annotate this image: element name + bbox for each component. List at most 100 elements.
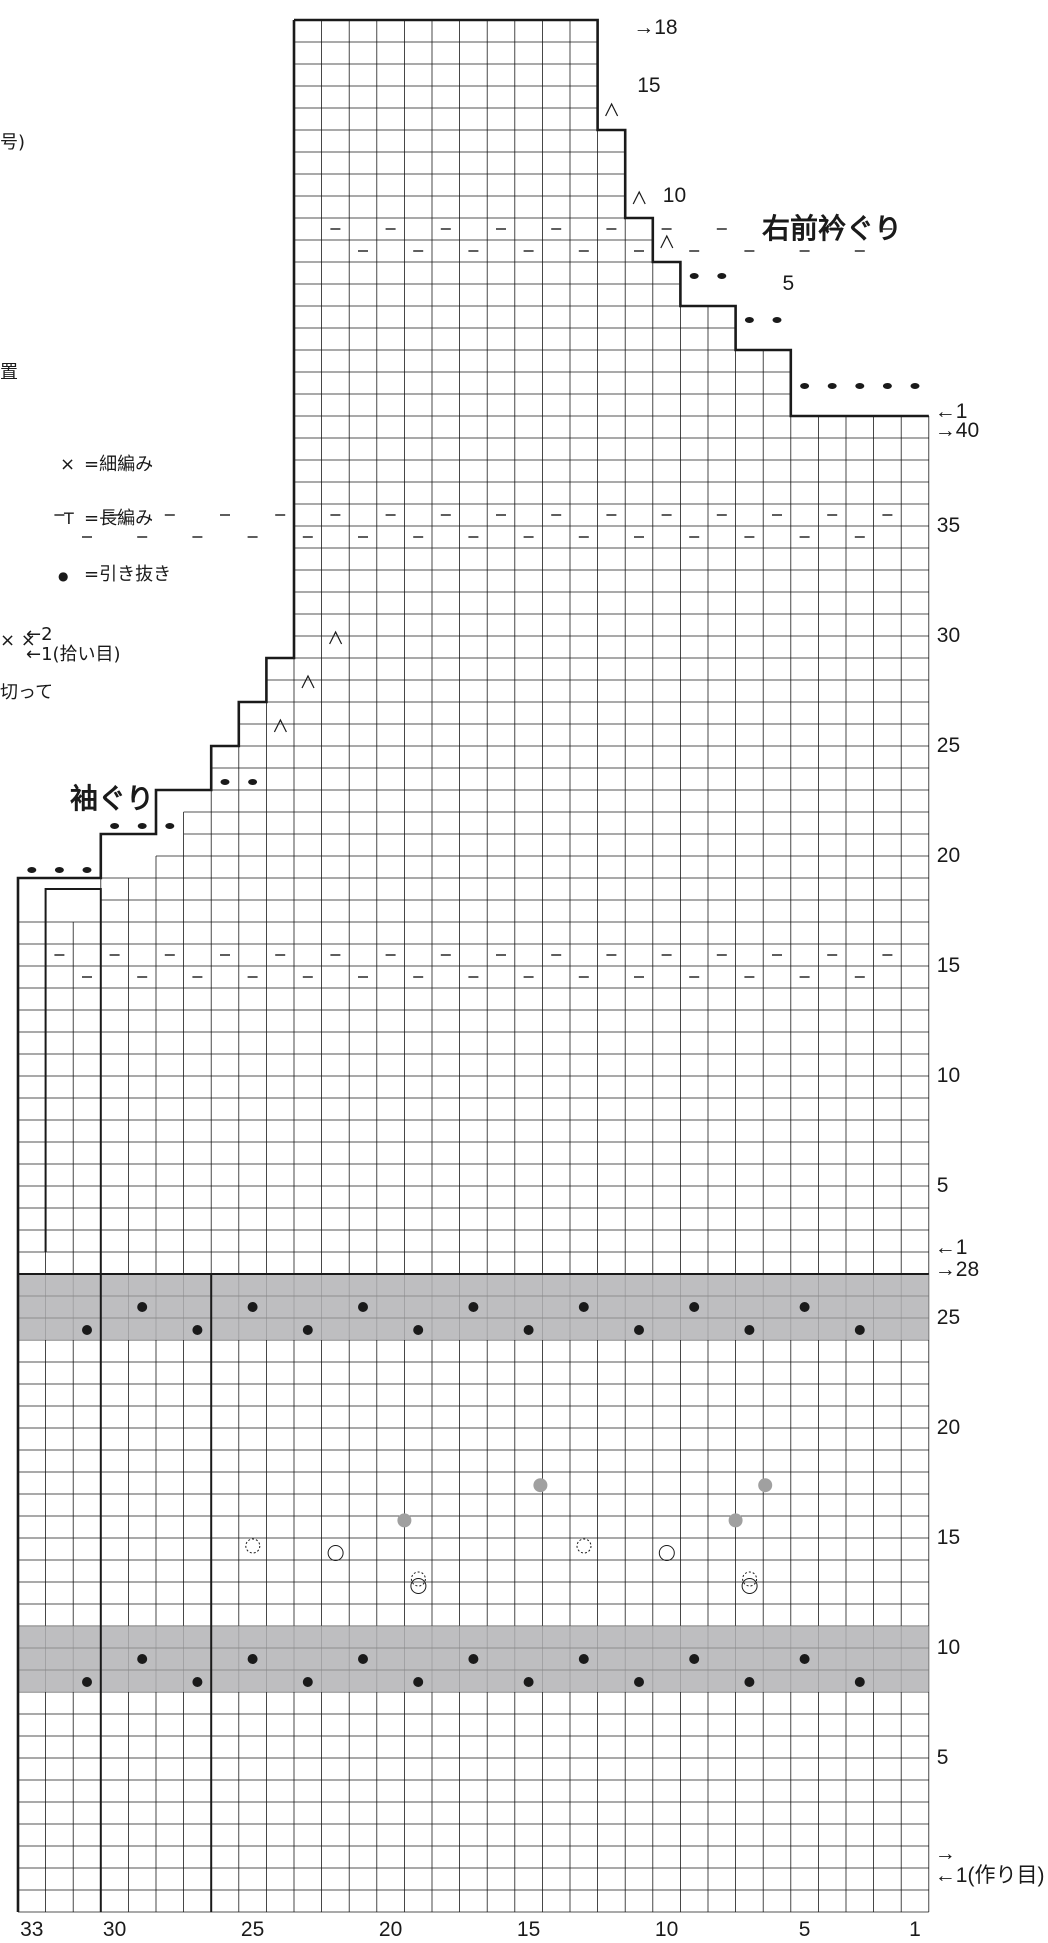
lower-row-tick: 5 [937, 1746, 949, 1769]
slst-dot [800, 383, 810, 389]
upper-row-tick: 35 [937, 514, 960, 537]
decrease-mark [273, 718, 287, 733]
dashed-circle [410, 1571, 426, 1587]
column-label: 1 [909, 1918, 921, 1941]
stitch-symbols [27, 102, 920, 1687]
slst-dot [717, 273, 727, 279]
neck-row-start-label: ←1 [935, 400, 968, 423]
row-number-labels: →1815105←1→403530252015105←1→28252015105… [633, 16, 1044, 1887]
slst-dot [827, 383, 837, 389]
decrease-mark [605, 102, 619, 117]
slst-dot [744, 317, 754, 323]
decrease-mark [660, 234, 674, 249]
open-circle [658, 1545, 675, 1561]
dot-mark [468, 1654, 479, 1664]
upper-row-tick: 25 [937, 734, 960, 757]
dot-mark [192, 1677, 203, 1687]
column-label: 30 [103, 1918, 126, 1941]
column-label: 10 [655, 1918, 678, 1941]
column-label: 20 [379, 1918, 402, 1941]
lower-row-start-label: ←1(作り目) [935, 1864, 1045, 1887]
dot-mark [689, 1654, 700, 1664]
dot-mark [578, 1302, 589, 1312]
column-number-labels: 33 30 25 20 15 10 5 1 [20, 1918, 921, 1941]
lower-row-end-label: →28 [935, 1258, 979, 1281]
dot-mark [744, 1677, 755, 1687]
neckline-title: 右前衿ぐり [762, 212, 902, 245]
column-label: 15 [517, 1918, 540, 1941]
column-label: 33 [20, 1918, 43, 1941]
neck-row-tick: 15 [637, 74, 660, 97]
gray-dot [758, 1478, 773, 1493]
dot-mark [799, 1302, 810, 1312]
dot-mark [247, 1654, 258, 1664]
dot-mark [358, 1654, 368, 1664]
dot-mark [523, 1325, 534, 1335]
outline-neckline [294, 18, 929, 418]
legend-sc-label: =細編み [84, 454, 153, 475]
lower-row-tick: 15 [937, 1526, 960, 1549]
legend-dc-symbol: T [63, 509, 74, 528]
slst-dot [772, 317, 782, 323]
dot-mark [799, 1654, 810, 1664]
column-label: 5 [799, 1918, 811, 1941]
dot-mark [358, 1302, 368, 1312]
gray-dot [397, 1513, 412, 1528]
slst-dot [248, 779, 258, 785]
slst-dot [110, 823, 120, 829]
gray-dot [533, 1478, 548, 1493]
partial-row1-label: ←1(拾い目) [26, 644, 121, 665]
chart-labels: 右前衿ぐり 袖ぐり × =細編み T =長編み ● =引き抜き 号) 置 ←2 … [0, 132, 902, 815]
slst-dot [689, 273, 699, 279]
open-circle [410, 1578, 427, 1594]
legend-slst-label: =引き抜き [84, 564, 171, 585]
slst-dot [855, 383, 865, 389]
neck-row-end-label: →18 [633, 16, 677, 39]
dot-mark [689, 1302, 700, 1312]
lower-row-tick: 20 [937, 1416, 960, 1439]
dot-mark [634, 1325, 644, 1335]
dot-mark [137, 1302, 148, 1312]
partial-x-marks: × × [0, 630, 36, 651]
decrease-mark [632, 190, 646, 205]
dot-mark [82, 1325, 92, 1335]
dot-mark [468, 1302, 479, 1312]
upper-row-start-label: →40 [935, 419, 979, 442]
column-label: 25 [241, 1918, 264, 1941]
lower-row-arrow: → [935, 1842, 956, 1865]
legend-dc-label: =長編み [84, 508, 153, 529]
open-circle [327, 1545, 344, 1561]
decrease-mark [329, 630, 343, 645]
upper-row-tick: 30 [937, 624, 960, 647]
lower-row-tick: 25 [937, 1306, 960, 1329]
partial-text-kitte: 切って [0, 682, 53, 703]
middle-row-tick: 5 [937, 1174, 949, 1197]
legend-slst-symbol: ● [58, 569, 68, 583]
slst-dot [54, 867, 64, 873]
outline-armhole [16, 20, 296, 922]
slst-dot [220, 779, 230, 785]
lower-row-tick: 10 [937, 1636, 960, 1659]
dot-mark [578, 1654, 589, 1664]
slst-dot [882, 383, 892, 389]
partial-text-go: 号) [0, 132, 25, 153]
dot-mark [854, 1677, 865, 1687]
armhole-title: 袖ぐり [70, 782, 154, 815]
partial-text-oki: 置 [0, 362, 18, 383]
upper-row-tick: 20 [937, 844, 960, 867]
dot-mark [247, 1302, 258, 1312]
dot-mark [137, 1654, 148, 1664]
dot-mark [744, 1325, 755, 1335]
dot-mark [302, 1325, 313, 1335]
neck-row-tick: 10 [663, 184, 686, 207]
slst-dot [82, 867, 92, 873]
dot-mark [302, 1677, 313, 1687]
dot-mark [634, 1677, 644, 1687]
middle-row-start-label: ←1 [935, 1236, 968, 1259]
chart-outlines [16, 18, 929, 1912]
shaded-rows [18, 1273, 929, 1692]
dot-mark [413, 1677, 424, 1687]
neck-row-tick: 5 [783, 272, 795, 295]
decrease-mark [301, 674, 315, 689]
